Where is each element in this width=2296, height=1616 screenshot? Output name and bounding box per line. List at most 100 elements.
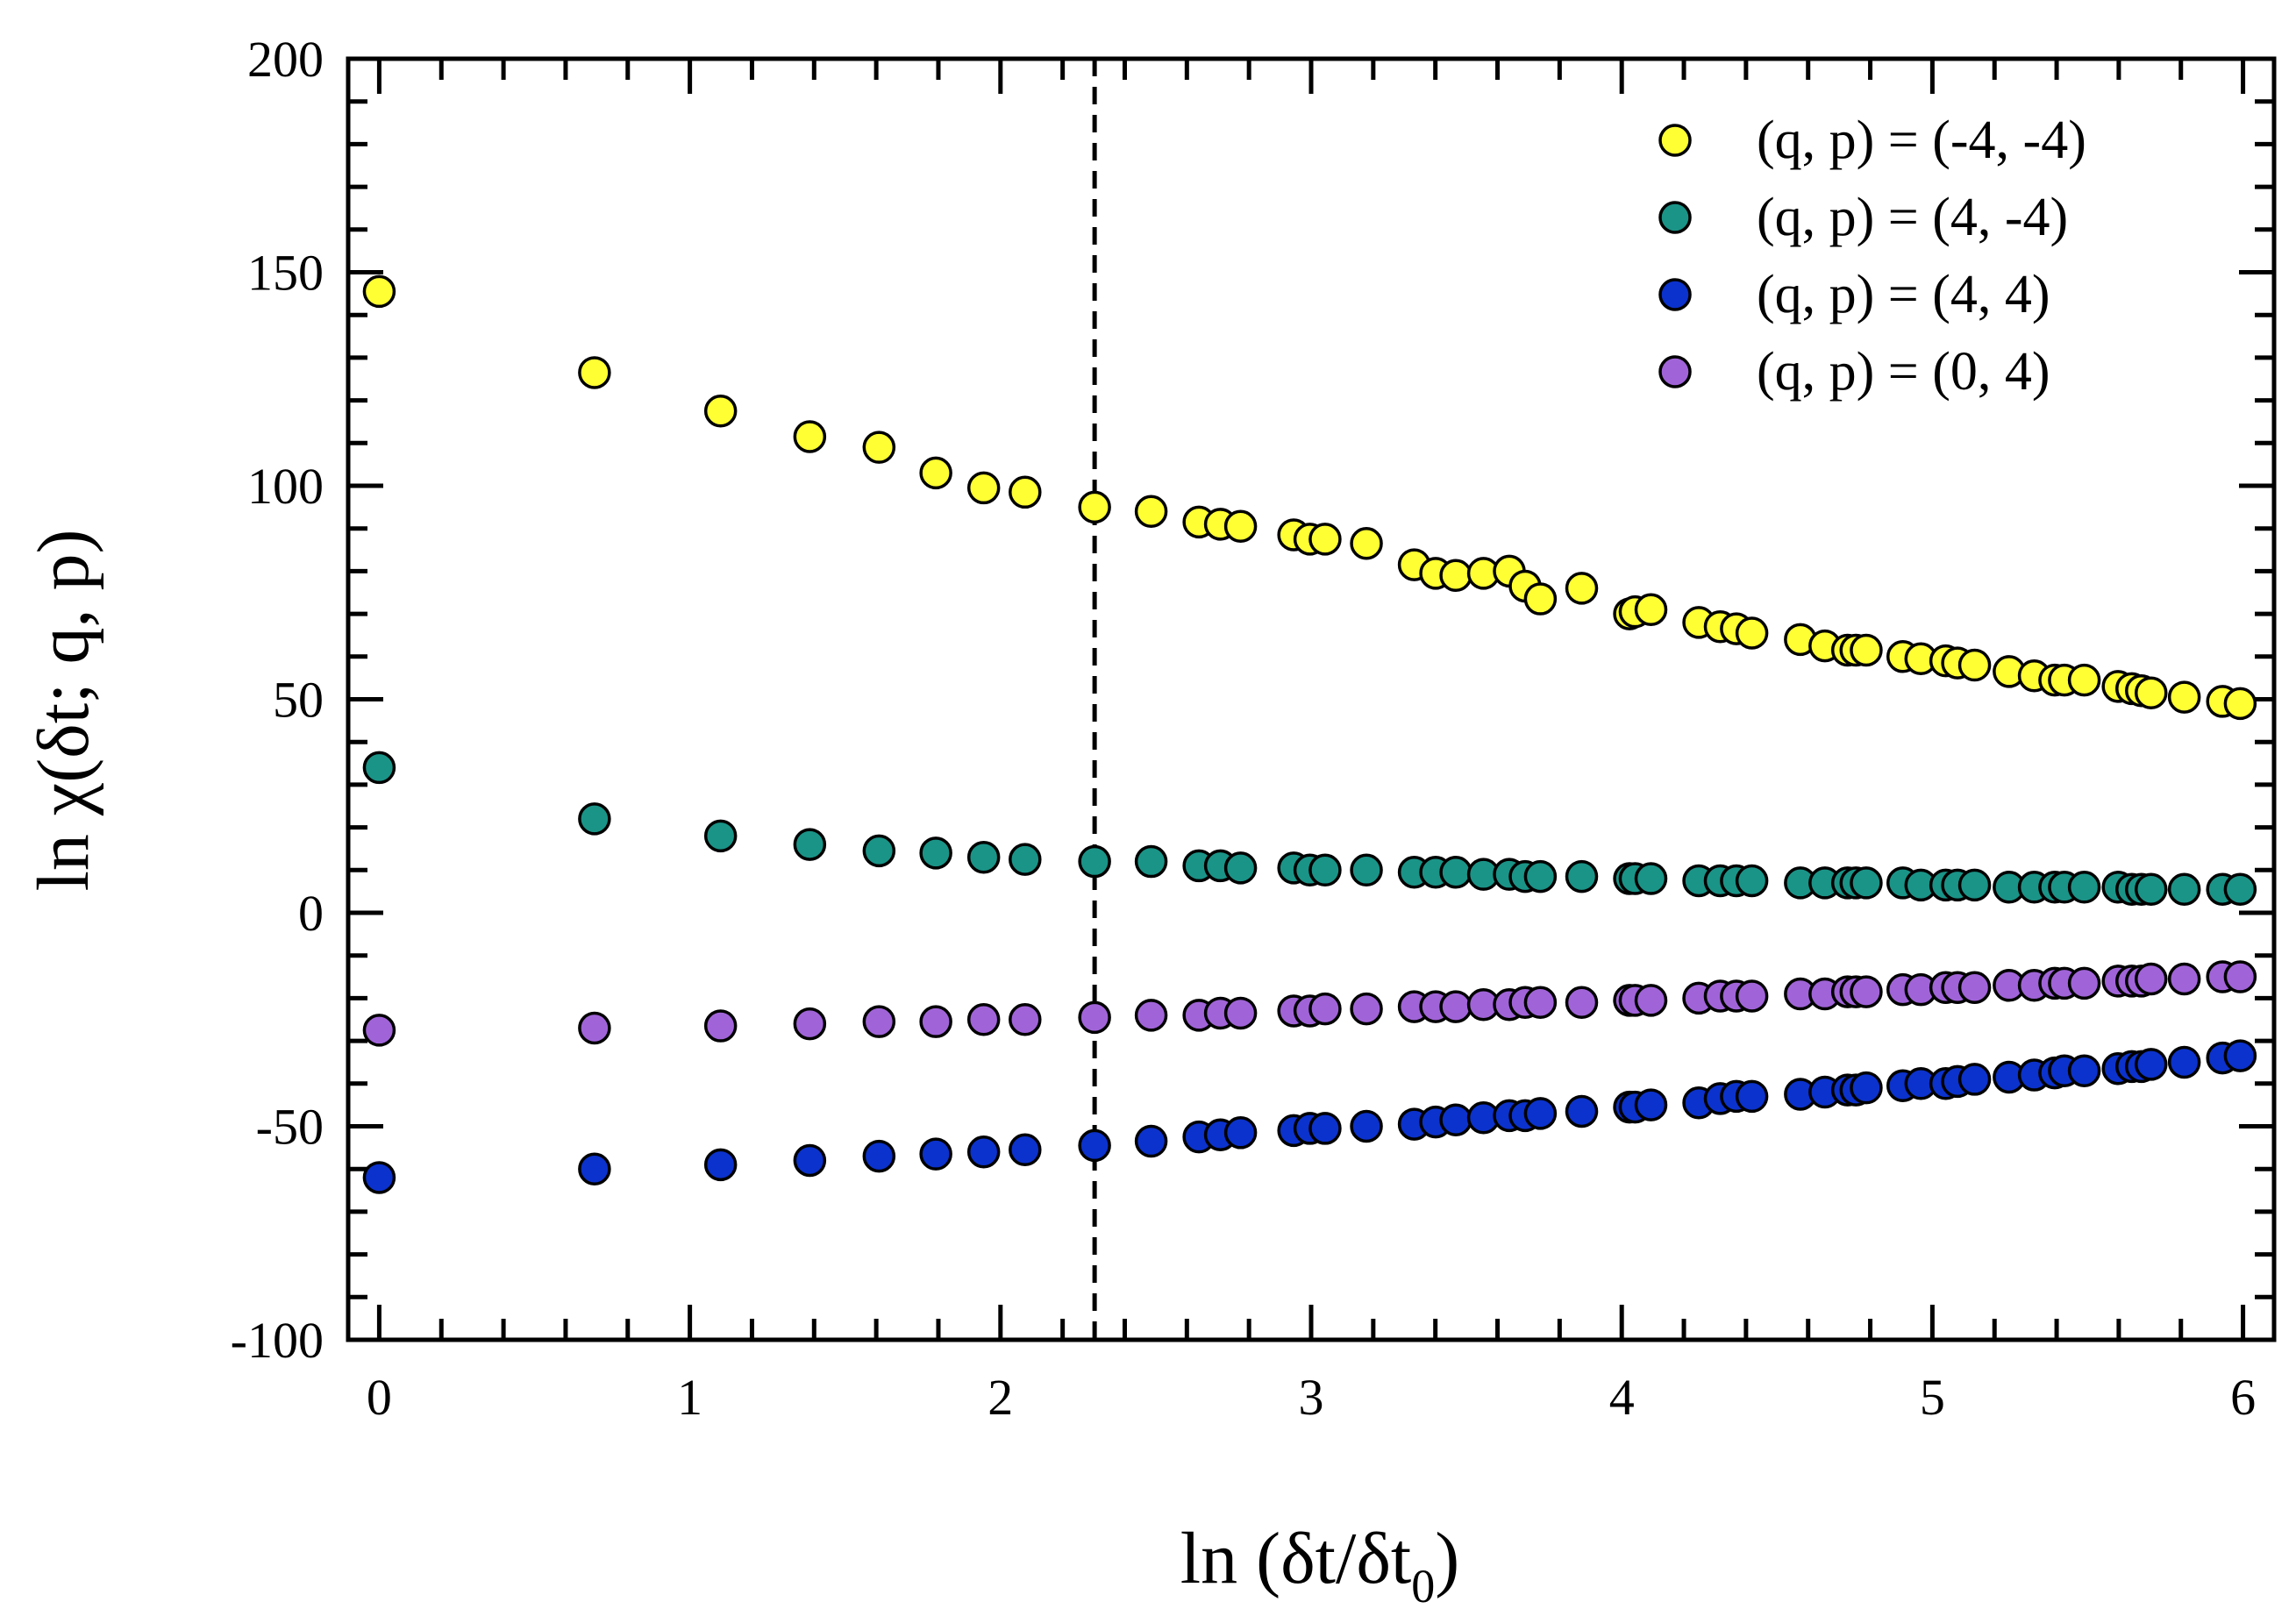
legend-marker [1658, 278, 1692, 311]
data-point [1078, 1000, 1111, 1035]
data-point [2134, 962, 2168, 996]
data-point [1134, 1124, 1168, 1158]
data-point [1350, 853, 1383, 887]
axis-ticks [348, 56, 2274, 1342]
y-axis-title: ln χ(δt; q, p) [23, 530, 104, 892]
data-point [1078, 844, 1111, 879]
legend-label: (q, p) = (4, -4) [1757, 188, 2068, 247]
data-point [1308, 523, 1342, 556]
data-point [1565, 1094, 1599, 1128]
data-point [2223, 872, 2257, 906]
data-point [1565, 859, 1599, 893]
data-point [1850, 975, 1883, 1008]
plot-frame [346, 56, 2277, 1342]
data-point [966, 840, 1001, 874]
data-point [362, 1161, 396, 1194]
data-point [1439, 559, 1472, 593]
data-point [1634, 984, 1668, 1017]
data-point [2167, 1045, 2201, 1079]
data-markers [362, 274, 2257, 1194]
y-tick-label: -100 [231, 1312, 324, 1369]
x-tick-label: 1 [677, 1369, 702, 1426]
series-4 [362, 960, 2257, 1047]
data-point [1957, 868, 1992, 902]
data-point [1223, 996, 1258, 1030]
data-point [1634, 593, 1668, 626]
data-point [1735, 864, 1769, 898]
data-point [362, 751, 396, 785]
data-point [793, 420, 827, 453]
data-point [1523, 986, 1558, 1020]
data-point [1350, 526, 1383, 560]
data-point [919, 836, 952, 870]
data-point [2223, 687, 2257, 721]
data-point [1439, 990, 1472, 1023]
data-point [1735, 979, 1769, 1013]
data-point [966, 471, 1001, 505]
data-point [578, 802, 611, 836]
data-point [1565, 986, 1599, 1020]
data-point [1565, 572, 1599, 605]
data-point [862, 431, 896, 464]
y-tick-label: 150 [247, 245, 324, 302]
x-tick-label: 2 [988, 1369, 1013, 1426]
data-point [1308, 853, 1342, 887]
data-point [1350, 1109, 1383, 1143]
data-point [1009, 843, 1042, 876]
x-axis-title: ln (δt/δt0) [1180, 1518, 1459, 1612]
data-point [919, 456, 952, 490]
series-3 [362, 1039, 2257, 1194]
data-point [362, 274, 396, 309]
data-point [793, 1143, 827, 1178]
data-point [1134, 495, 1168, 528]
data-point [2134, 676, 2168, 709]
y-tick-label: 100 [247, 458, 324, 515]
data-point [2167, 680, 2201, 714]
data-point [1223, 851, 1258, 885]
plot-area [346, 56, 2277, 1342]
x-tick-label: 6 [2230, 1369, 2256, 1426]
data-point [862, 1005, 896, 1038]
data-point [1350, 992, 1383, 1026]
data-point [2223, 1039, 2257, 1072]
data-point [1850, 633, 1883, 667]
data-point [703, 819, 738, 853]
data-point [1439, 1103, 1472, 1136]
data-point [2067, 966, 2101, 1000]
data-point [703, 395, 738, 428]
data-point [2067, 871, 2101, 904]
legend: (q, p) = (-4, -4) (q, p) = (4, -4) (q, p) … [1658, 110, 2086, 402]
data-point [793, 828, 827, 861]
data-point [1009, 1133, 1042, 1167]
data-point [1308, 992, 1342, 1026]
data-point [793, 1007, 827, 1041]
y-tick-label: -50 [256, 1099, 324, 1156]
legend-label: (q, p) = (0, 4) [1757, 342, 2050, 402]
data-point [1957, 648, 1992, 682]
data-point [1735, 616, 1769, 650]
data-point [362, 1014, 396, 1047]
data-point [1078, 490, 1111, 524]
data-point [2067, 1054, 2101, 1087]
data-point [2167, 872, 2201, 906]
data-point [2134, 872, 2168, 906]
legend-marker [1658, 355, 1692, 388]
data-point [1957, 971, 1992, 1004]
legend-marker [1658, 201, 1692, 234]
data-point [1735, 1079, 1769, 1114]
data-point [862, 1139, 896, 1173]
data-point [1223, 1116, 1258, 1150]
data-point [1850, 1071, 1883, 1105]
data-point [1850, 866, 1883, 900]
data-point [1009, 475, 1042, 509]
axis-tick-labels: 0 1 2 3 4 5 6 -100 -50 0 50 100 150 200 [231, 31, 2256, 1426]
data-point [919, 1137, 952, 1171]
series-1 [362, 274, 2257, 721]
data-point [966, 1003, 1001, 1036]
y-tick-label: 0 [298, 885, 324, 942]
data-point [1634, 1088, 1668, 1121]
data-point [578, 1011, 611, 1045]
legend-label: (q, p) = (4, 4) [1757, 265, 2050, 324]
x-tick-label: 5 [1920, 1369, 1945, 1426]
